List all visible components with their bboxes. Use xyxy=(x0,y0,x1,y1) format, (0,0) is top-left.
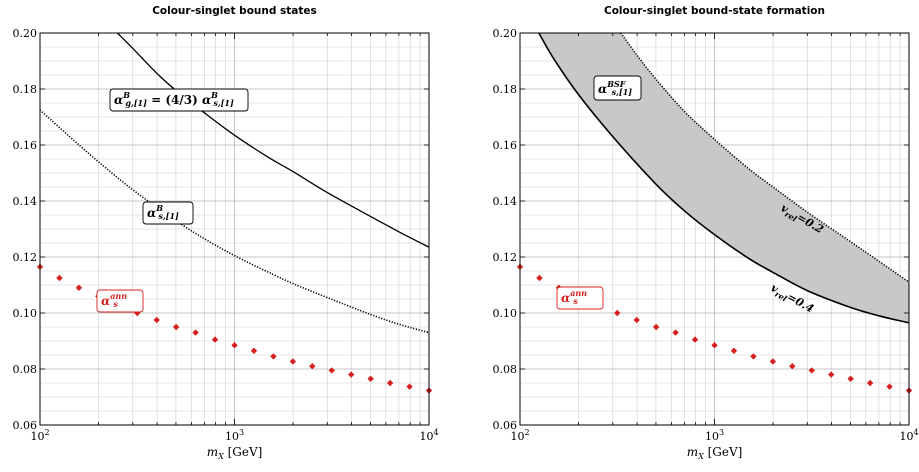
right-panel: Colour-singlet bound-state formation 0.06… xyxy=(493,5,919,461)
data-point xyxy=(56,274,63,282)
y-tick-label: 0.14 xyxy=(13,195,38,208)
y-tick-label: 0.18 xyxy=(493,83,518,96)
data-point xyxy=(711,342,718,349)
y-tick-label: 0.18 xyxy=(13,83,38,96)
x-tick-label: 104 xyxy=(419,428,438,443)
label-box xyxy=(142,201,194,225)
data-point xyxy=(75,284,83,291)
label-box xyxy=(556,286,604,310)
data-point xyxy=(386,379,394,387)
dotted-curve xyxy=(620,32,910,283)
label-text: αann s xyxy=(561,288,587,306)
label-text: αB s,[1] xyxy=(147,203,179,221)
y-tick-label: 0.06 xyxy=(493,419,518,432)
label-text: αann s xyxy=(101,291,127,309)
data-point xyxy=(672,329,679,336)
dotted-curve xyxy=(39,109,430,334)
data-point xyxy=(789,363,796,370)
x-tick-label: 104 xyxy=(899,428,918,443)
data-point xyxy=(250,347,258,354)
alpha-g-label: αB g,[1] = (4/3) αB s,[1] xyxy=(109,88,249,112)
data-point xyxy=(172,323,180,331)
alpha-ann-label: αann s xyxy=(96,289,144,313)
data-point xyxy=(153,316,160,324)
data-point xyxy=(652,323,660,331)
solid-curve xyxy=(116,32,430,248)
data-point xyxy=(691,336,699,343)
data-point xyxy=(348,371,355,378)
x-tick-label: 103 xyxy=(225,428,244,443)
alpha-ann-label-right: αann s xyxy=(556,286,604,310)
data-point xyxy=(211,336,219,343)
x-axis-label: mX [GeV] xyxy=(687,445,743,461)
data-point xyxy=(231,342,238,349)
data-point xyxy=(328,367,335,374)
y-tick-label: 0.14 xyxy=(493,195,518,208)
x-tick-label: 103 xyxy=(705,428,724,443)
data-point xyxy=(633,316,640,324)
y-tick-label: 0.12 xyxy=(493,251,518,264)
y-tick-label: 0.08 xyxy=(493,363,518,376)
data-point xyxy=(730,347,738,354)
alpha-bsf-label: αBSF s,[1] xyxy=(593,75,642,101)
y-tick-label: 0.20 xyxy=(13,27,38,40)
data-point xyxy=(289,358,297,365)
x-tick-label: 102 xyxy=(30,428,49,443)
label-text: αBSF s,[1] xyxy=(598,79,632,97)
alpha-s-b-label: αB s,[1] xyxy=(142,201,194,225)
data-point xyxy=(828,371,835,378)
label-text: αB g,[1] = (4/3) αB s,[1] xyxy=(114,90,234,108)
y-tick-label: 0.08 xyxy=(13,363,38,376)
label-box xyxy=(109,88,249,112)
data-point xyxy=(192,329,199,336)
chart-title: Colour-singlet bound states xyxy=(152,5,317,17)
data-point xyxy=(406,383,413,390)
data-point xyxy=(270,353,277,360)
y-tick-label: 0.10 xyxy=(13,307,38,320)
data-point xyxy=(808,367,815,374)
data-point xyxy=(866,379,874,387)
y-tick-label: 0.10 xyxy=(493,307,518,320)
data-point xyxy=(309,363,316,370)
y-tick-label: 0.16 xyxy=(13,139,38,152)
chart-title: Colour-singlet bound-state formation xyxy=(604,5,825,17)
y-tick-label: 0.20 xyxy=(493,27,518,40)
data-point xyxy=(886,383,893,390)
y-tick-label: 0.06 xyxy=(13,419,38,432)
left-panel: Colour-singlet bound states 0.06 0.08 0.10 0… xyxy=(13,5,439,461)
data-point xyxy=(614,309,621,317)
data-point xyxy=(536,274,543,282)
bsf-band xyxy=(538,33,909,323)
x-tick-label: 102 xyxy=(510,428,529,443)
data-point xyxy=(750,353,757,360)
data-point xyxy=(367,375,374,382)
data-point xyxy=(847,375,854,382)
y-tick-label: 0.16 xyxy=(493,139,518,152)
x-axis-label: mX [GeV] xyxy=(207,445,263,461)
label-box xyxy=(593,75,642,101)
solid-curve xyxy=(538,32,910,324)
data-point xyxy=(134,309,141,317)
y-tick-label: 0.12 xyxy=(13,251,38,264)
data-point xyxy=(769,358,777,365)
label-box xyxy=(96,289,144,313)
